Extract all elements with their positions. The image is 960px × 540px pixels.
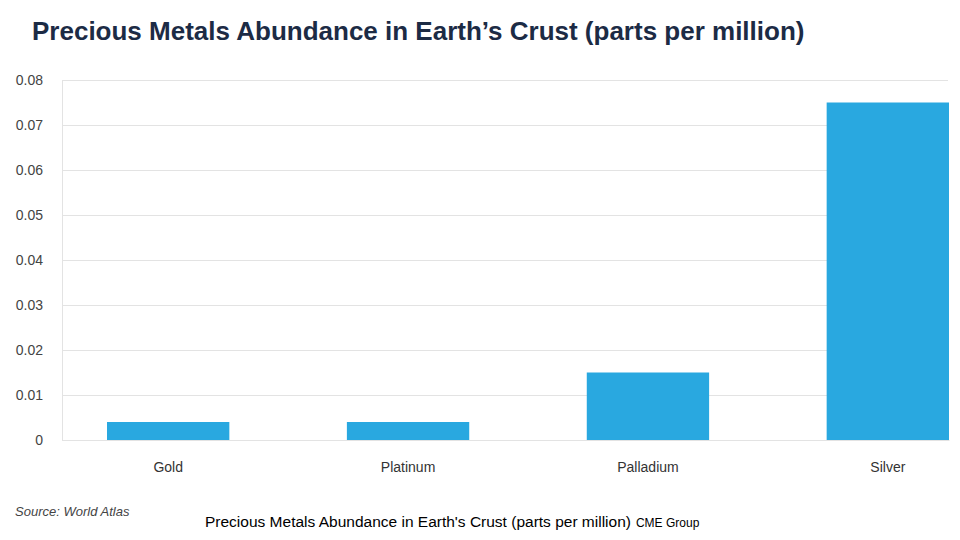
x-tick-label: Gold [153,459,183,475]
y-axis-line [63,81,949,441]
bar [587,373,709,441]
x-axis: Gold Platinum Palladium Silver [108,440,950,475]
y-tick-label: 0.06 [16,162,43,178]
grid-line [62,80,948,81]
x-tick-label: Palladium [617,459,678,475]
x-tick: Platinum [381,440,435,475]
y-tick-label: 0.05 [16,207,43,223]
y-axis: 0 0.01 0.02 0.03 0.04 0.05 0.06 0.07 0.08 [16,72,948,448]
y-tick-label: 0.01 [16,387,43,403]
y-tick: 0.03 [16,297,948,313]
y-tick: 0.05 [16,207,948,223]
x-tick-label: Platinum [381,459,435,475]
y-tick: 0.01 [16,387,948,403]
y-tick-label: 0.02 [16,342,43,358]
chart: Precious Metals Abundance in Earth’s Cru… [0,0,960,540]
y-tick-label: 0.08 [16,72,43,88]
y-tick-label: 0.03 [16,297,43,313]
y-tick: 0.08 [16,72,948,88]
bar [107,422,229,440]
grid-line [62,350,948,351]
y-tick: 0.02 [16,342,948,358]
grid-line [62,170,948,171]
bar [347,422,469,440]
caption-credit: CME Group [636,516,700,530]
bars [107,103,949,441]
x-tick: Silver [870,440,905,475]
y-tick-label: 0.07 [16,117,43,133]
grid-line [62,125,948,126]
source: Source: World Atlas [15,504,130,519]
grid-line [62,395,948,396]
y-tick-label: 0 [35,432,43,448]
grid-line [62,215,948,216]
x-axis-line [108,440,950,441]
x-tick-label: Silver [870,459,905,475]
title: Precious Metals Abundance in Earth’s Cru… [32,16,804,46]
y-tick: 0.07 [16,117,948,133]
grid-line [62,260,948,261]
bar [827,103,949,441]
grid-line [62,305,948,306]
caption: Precious Metals Abundance in Earth's Cru… [205,513,631,530]
y-tick: 0.06 [16,162,948,178]
x-tick: Gold [153,440,183,475]
y-tick-label: 0.04 [16,252,43,268]
y-tick: 0.04 [16,252,948,268]
x-tick: Palladium [617,440,678,475]
